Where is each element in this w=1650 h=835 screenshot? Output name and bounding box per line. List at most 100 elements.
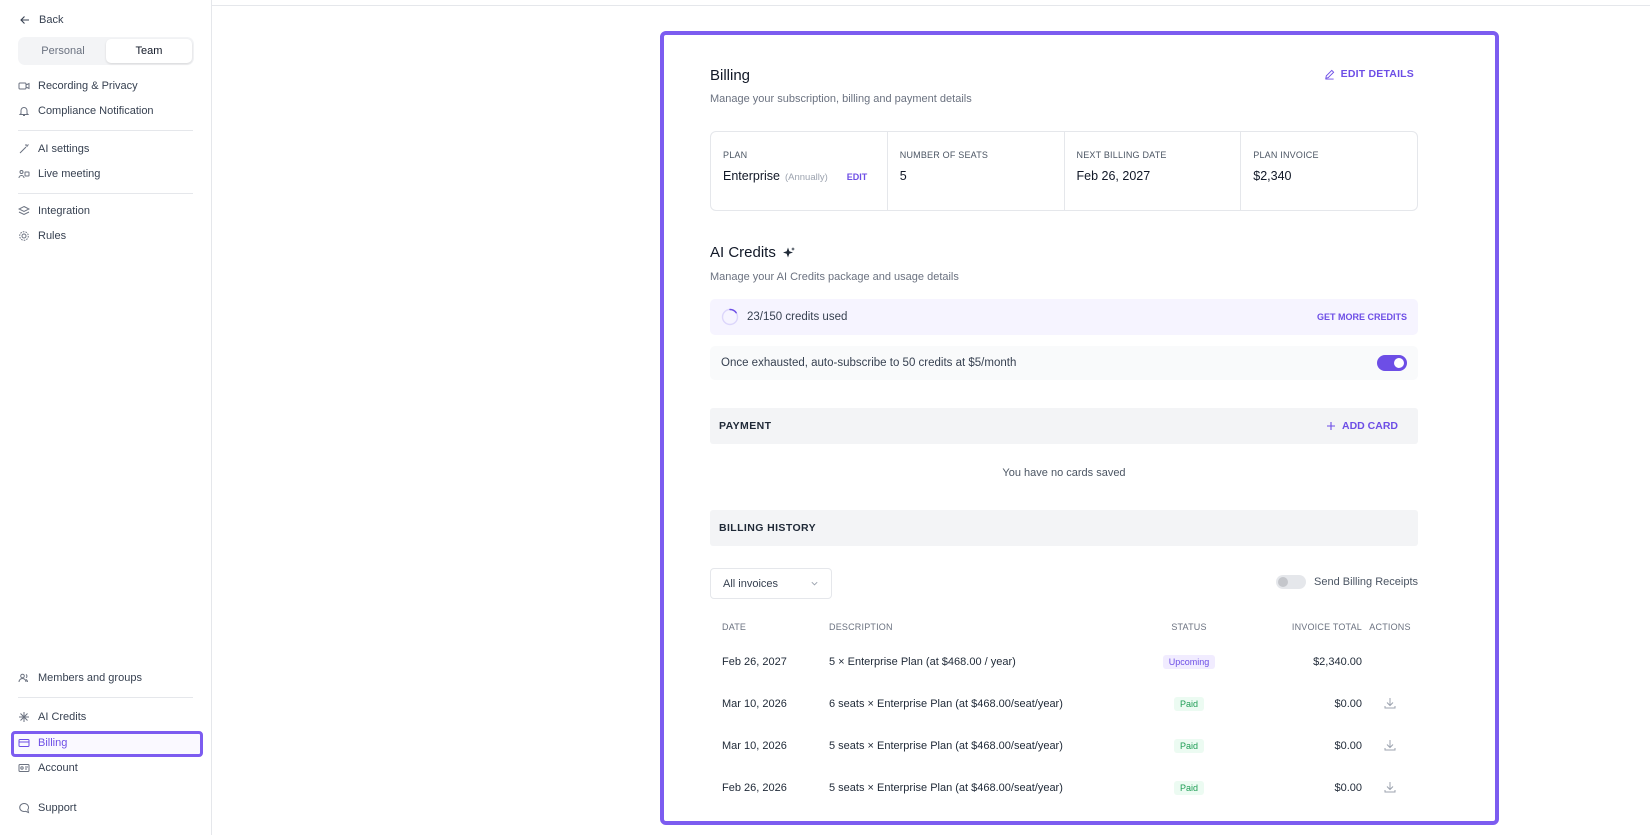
tab-personal[interactable]: Personal (41, 45, 85, 57)
add-card-button[interactable]: ADD CARD (1326, 420, 1398, 432)
sidebar-item-label: Billing (38, 737, 68, 749)
sidebar-item-account[interactable]: Account (18, 759, 78, 777)
sidebar-item-rules[interactable]: Rules (18, 227, 66, 245)
edit-plan-button[interactable]: EDIT (846, 172, 868, 182)
next-billing-cell: NEXT BILLING DATE Feb 26, 2027 (1065, 132, 1242, 210)
column-status: STATUS (1171, 622, 1207, 632)
plan-invoice-value: $2,340 (1253, 169, 1292, 183)
table-row: Feb 26, 2027 5 × Enterprise Plan (at $46… (710, 641, 1418, 683)
sidebar-divider (18, 697, 193, 698)
payment-title: PAYMENT (719, 420, 772, 432)
invoice-filter-value: All invoices (723, 577, 779, 590)
download-icon[interactable] (1383, 696, 1397, 710)
sidebar-item-label: Live meeting (38, 168, 101, 180)
plan-value-row: Enterprise (Annually) EDIT (723, 169, 875, 183)
chevron-down-icon (811, 581, 818, 586)
row-date: Mar 10, 2026 (722, 698, 787, 710)
usage-ring-icon (721, 308, 739, 326)
row-total: $2,340.00 (1313, 656, 1362, 668)
billing-history-title: BILLING HISTORY (719, 522, 817, 534)
add-card-label: ADD CARD (1342, 420, 1398, 432)
live-meeting-icon (18, 170, 30, 179)
download-icon[interactable] (1383, 780, 1397, 794)
row-total: $0.00 (1334, 782, 1362, 794)
next-billing-value: Feb 26, 2027 (1076, 169, 1151, 183)
column-invoice-total: INVOICE TOTAL (1291, 622, 1362, 632)
seats-value: 5 (899, 169, 907, 183)
credits-used-text: 23/150 credits used (747, 311, 848, 323)
row-actions (1362, 641, 1418, 683)
billing-panel: Billing Manage your subscription, billin… (660, 31, 1499, 825)
no-cards-message: You have no cards saved (1002, 467, 1126, 479)
send-receipts-toggle[interactable] (1276, 575, 1307, 589)
sidebar-item-members-groups[interactable]: Members and groups (18, 669, 142, 687)
users-icon (18, 673, 29, 683)
video-camera-icon (18, 82, 30, 90)
row-date: Feb 26, 2026 (722, 782, 787, 794)
bell-icon (18, 107, 30, 116)
sidebar-item-compliance-notification[interactable]: Compliance Notification (18, 102, 154, 120)
billing-history-header: BILLING HISTORY (710, 510, 1418, 546)
row-description: 5 seats × Enterprise Plan (at $468.00/se… (829, 740, 1063, 752)
row-actions (1362, 767, 1418, 809)
layers-icon (18, 205, 30, 216)
sidebar-item-label: Rules (38, 230, 67, 242)
seats-label: NUMBER OF SEATS (899, 150, 989, 160)
sidebar-item-ai-credits[interactable]: AI Credits (18, 708, 86, 726)
sidebar-item-live-meeting[interactable]: Live meeting (18, 165, 100, 183)
plan-invoice-cell: PLAN INVOICE $2,340 (1241, 132, 1417, 210)
sparkle-icon (19, 712, 29, 722)
plus-icon (1327, 422, 1335, 430)
plan-cell: PLAN Enterprise (Annually) EDIT (711, 132, 888, 210)
sidebar-item-integration[interactable]: Integration (18, 202, 90, 220)
plan-name: Enterprise (723, 169, 780, 183)
status-badge: Upcoming (1162, 655, 1216, 669)
get-more-credits-button[interactable]: GET MORE CREDITS (1316, 312, 1407, 322)
table-header-row: DATE DESCRIPTION STATUS INVOICE TOTAL AC… (710, 613, 1418, 641)
active-item-highlight (11, 731, 203, 757)
edit-details-button[interactable]: EDIT DETAILS (1324, 68, 1414, 80)
id-card-icon (18, 764, 30, 772)
auto-subscribe-toggle[interactable] (1377, 355, 1407, 371)
status-badge: Paid (1173, 781, 1204, 795)
cog-icon (19, 231, 29, 241)
row-description: 5 × Enterprise Plan (at $468.00 / year) (829, 656, 1016, 668)
edit-details-label: EDIT DETAILS (1340, 68, 1414, 80)
sidebar-item-ai-settings[interactable]: AI settings (18, 140, 89, 158)
invoice-filter-select[interactable]: All invoices (710, 568, 832, 599)
auto-subscribe-row: Once exhausted, auto-subscribe to 50 cre… (710, 346, 1418, 380)
plan-invoice-label: PLAN INVOICE (1253, 150, 1319, 160)
back-button[interactable]: Back (19, 12, 63, 28)
plan-summary: PLAN Enterprise (Annually) EDIT NUMBER O… (710, 131, 1418, 211)
auto-subscribe-text: Once exhausted, auto-subscribe to 50 cre… (721, 357, 1017, 369)
sidebar-item-recording-privacy[interactable]: Recording & Privacy (18, 77, 138, 95)
ai-credits-subtitle: Manage your AI Credits package and usage… (710, 271, 959, 283)
tab-team[interactable]: Team (106, 39, 192, 63)
credits-usage-bar: 23/150 credits used GET MORE CREDITS (710, 299, 1418, 335)
sidebar-item-support[interactable]: Support (18, 799, 77, 817)
sidebar-item-label: Support (38, 802, 77, 814)
sidebar-item-label: Compliance Notification (38, 105, 154, 117)
ai-credits-title: AI Credits (710, 244, 776, 261)
column-date: DATE (722, 622, 747, 632)
scope-switcher: Personal Team (18, 37, 194, 65)
sidebar-item-label: Account (38, 762, 78, 774)
row-date: Mar 10, 2026 (722, 740, 787, 752)
row-description: 6 seats × Enterprise Plan (at $468.00/se… (829, 698, 1063, 710)
settings-sidebar: Back Personal Team Recording & Privacy C… (0, 0, 212, 835)
pencil-icon (1324, 69, 1334, 80)
download-icon[interactable] (1383, 738, 1397, 752)
row-status: Paid (1159, 725, 1219, 767)
plan-label: PLAN (723, 150, 748, 160)
sidebar-item-billing[interactable]: Billing (18, 734, 67, 752)
page-subtitle: Manage your subscription, billing and pa… (710, 93, 972, 105)
credit-card-icon (18, 739, 30, 747)
sidebar-item-label: Recording & Privacy (38, 80, 138, 92)
arrow-left-icon (20, 16, 29, 24)
sidebar-divider (18, 130, 193, 131)
sparkle-icon (782, 246, 795, 257)
plan-period: (Annually) (784, 172, 828, 183)
sidebar-item-label: AI Credits (38, 711, 87, 723)
page-title: Billing (710, 67, 751, 84)
top-divider (212, 5, 1650, 6)
